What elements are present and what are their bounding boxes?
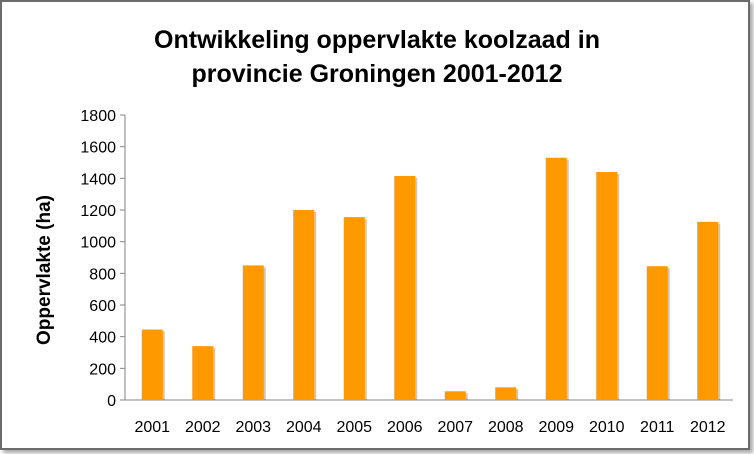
bar (596, 172, 618, 400)
y-tick-label: 1400 (80, 171, 116, 188)
plot-area: 0 200 400 600 800 1000 1200 1400 1600 1800 2001 200… (80, 108, 733, 436)
bar (242, 265, 264, 400)
y-tick-label: 400 (89, 330, 116, 347)
bar (192, 346, 214, 400)
bar (697, 221, 719, 400)
x-tick-label: 2011 (640, 419, 675, 436)
bar (293, 210, 315, 400)
y-tick-label: 1000 (80, 235, 116, 252)
x-tick-label: 2004 (286, 419, 322, 436)
bar (495, 387, 517, 400)
bar (343, 217, 365, 400)
chart-title-line-1: Ontwikkeling oppervlakte koolzaad in (154, 26, 600, 54)
x-tick-label: 2005 (336, 419, 372, 436)
y-tick-label: 800 (89, 266, 116, 283)
bar (646, 266, 668, 400)
y-tick-label: 1800 (80, 108, 116, 125)
x-tick-label: 2001 (134, 419, 170, 436)
x-tick-label: 2003 (235, 419, 271, 436)
y-tick-label: 1600 (80, 140, 116, 157)
x-tick-label: 2010 (589, 419, 625, 436)
x-tick-label: 2012 (690, 419, 726, 436)
y-tick-label: 200 (89, 361, 116, 378)
x-tick-label: 2007 (437, 419, 473, 436)
x-tick-label: 2002 (185, 419, 221, 436)
x-tick-label: 2009 (538, 419, 574, 436)
bar (545, 157, 567, 400)
x-tick-label: 2008 (488, 419, 524, 436)
bar (444, 391, 466, 400)
bar (394, 175, 416, 400)
chart-title-line-2: provincie Groningen 2001-2012 (192, 60, 563, 88)
y-tick-label: 0 (107, 393, 116, 410)
y-tick-label: 600 (89, 298, 116, 315)
y-tick-label: 1200 (80, 203, 116, 220)
x-tick-label: 2006 (387, 419, 423, 436)
y-axis-label: Oppervlakte (ha) (34, 195, 55, 345)
bar (141, 329, 163, 400)
